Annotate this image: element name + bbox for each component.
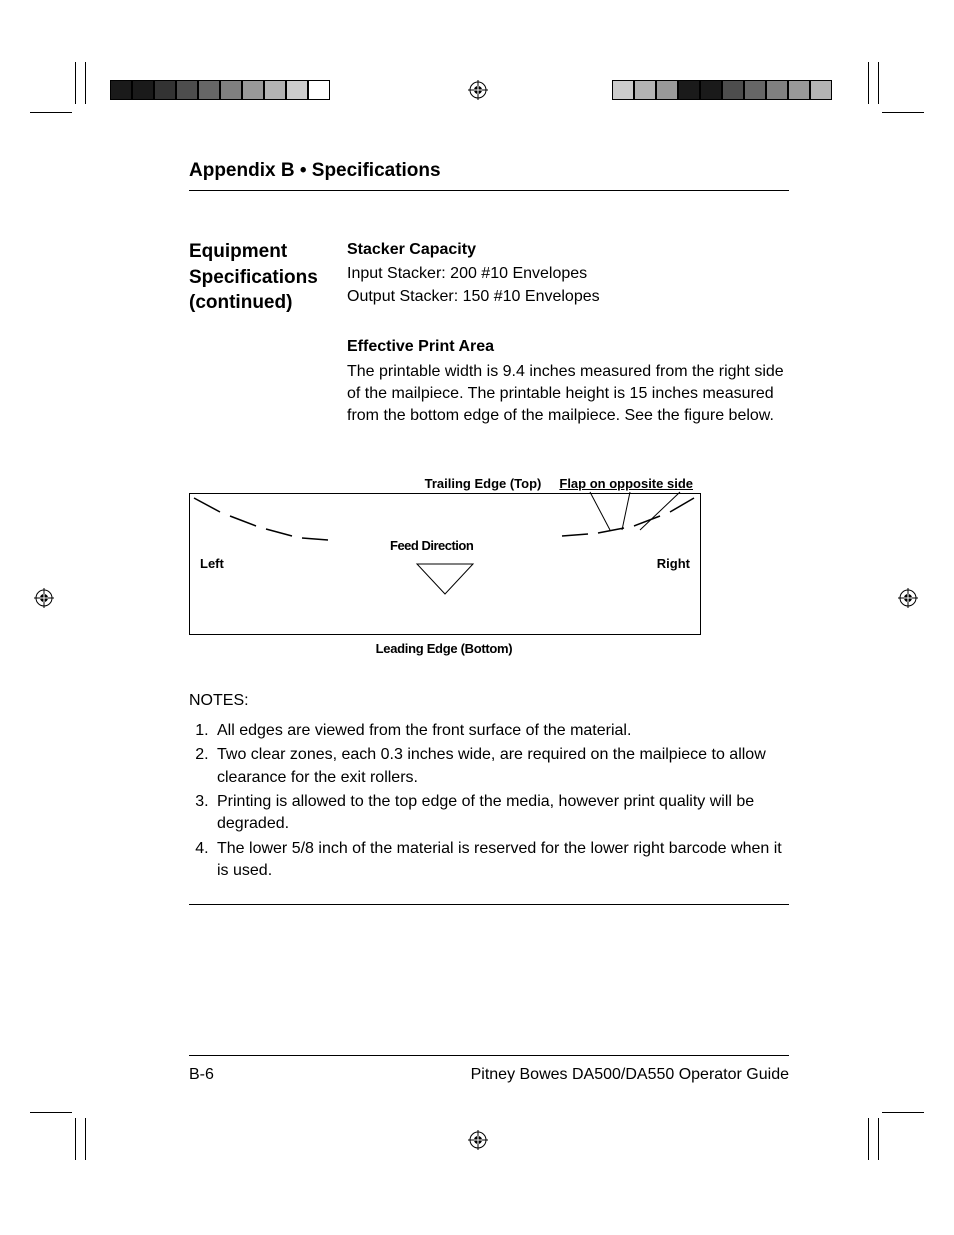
- section-side-heading: Equipment Specifications (continued): [189, 239, 319, 456]
- print-area-figure: Trailing Edge (Top) Flap on opposite sid…: [189, 476, 699, 656]
- registration-mark-bottom: [468, 1130, 488, 1150]
- note-item: Two clear zones, each 0.3 inches wide, a…: [213, 744, 789, 789]
- envelope-diagram-svg: [190, 488, 700, 638]
- crop-br-v2: [878, 1118, 879, 1160]
- note-item: Printing is allowed to the top edge of t…: [213, 791, 789, 836]
- crop-br-h: [882, 1112, 924, 1113]
- crop-bl-v2: [85, 1118, 86, 1160]
- grayscale-bar-left: [110, 80, 330, 100]
- print-area-heading: Effective Print Area: [347, 336, 789, 358]
- crop-bl-v: [75, 1118, 76, 1160]
- grayscale-bar-right: [612, 80, 832, 100]
- footer-guide-title: Pitney Bowes DA500/DA550 Operator Guide: [471, 1066, 789, 1084]
- fig-label-right: Right: [657, 556, 690, 571]
- page-footer: B-6 Pitney Bowes DA500/DA550 Operator Gu…: [189, 1055, 789, 1084]
- notes-divider: [189, 904, 789, 905]
- crop-tl-h: [30, 112, 72, 113]
- fig-label-feed: Feed Direction: [390, 538, 473, 553]
- stacker-heading: Stacker Capacity: [347, 239, 789, 261]
- crop-tl-v: [75, 62, 76, 104]
- page-content: Appendix B • Specifications Equipment Sp…: [189, 160, 789, 905]
- registration-mark-top: [468, 80, 488, 100]
- crop-tr-h: [882, 112, 924, 113]
- fig-label-leading: Leading Edge (Bottom): [189, 641, 699, 656]
- registration-mark-left: [34, 588, 54, 608]
- page-header: Appendix B • Specifications: [189, 160, 789, 191]
- fig-label-left: Left: [200, 556, 224, 571]
- print-area-body: The printable width is 9.4 inches measur…: [347, 361, 789, 428]
- crop-br-v: [868, 1118, 869, 1160]
- note-item: All edges are viewed from the front surf…: [213, 720, 789, 742]
- crop-tr-v2: [878, 62, 879, 104]
- crop-tl-v2: [85, 62, 86, 104]
- stacker-line1: Input Stacker: 200 #10 Envelopes: [347, 263, 789, 285]
- footer-page-number: B-6: [189, 1066, 214, 1084]
- notes-heading: NOTES:: [189, 692, 789, 710]
- registration-mark-right: [898, 588, 918, 608]
- notes-list: All edges are viewed from the front surf…: [189, 720, 789, 883]
- stacker-line2: Output Stacker: 150 #10 Envelopes: [347, 286, 789, 308]
- note-item: The lower 5/8 inch of the material is re…: [213, 838, 789, 883]
- crop-bl-h: [30, 1112, 72, 1113]
- crop-tr-v: [868, 62, 869, 104]
